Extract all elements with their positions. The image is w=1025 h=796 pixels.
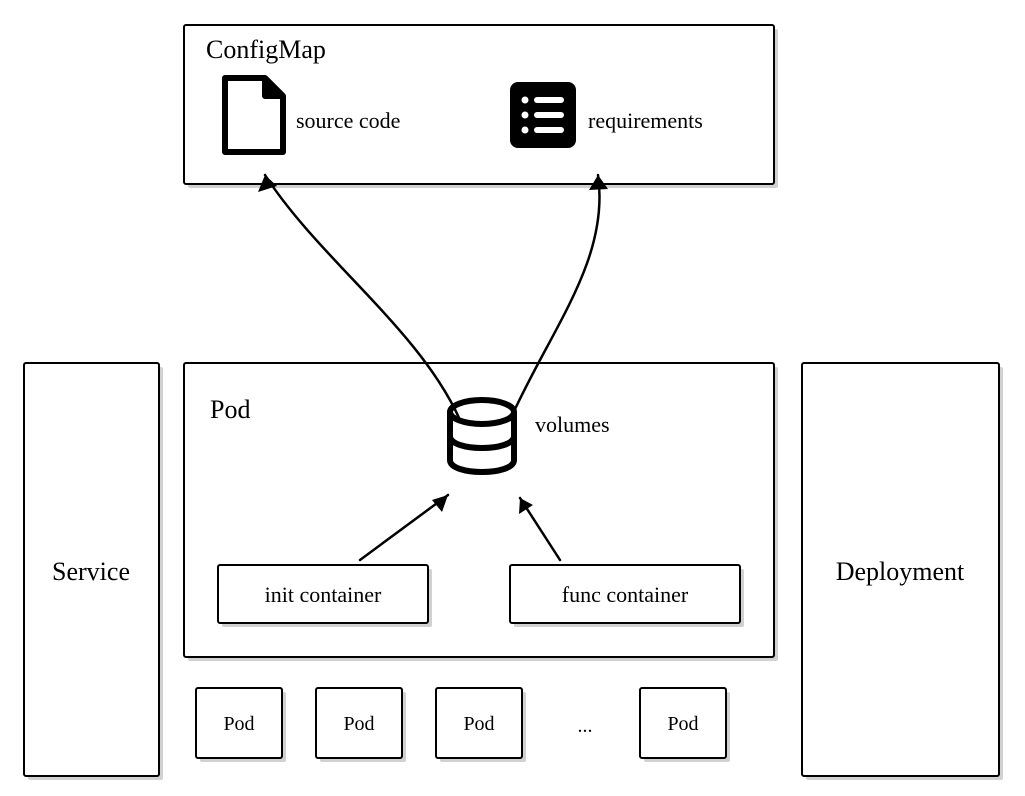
configmap-box: ConfigMap source code requirements — [184, 25, 778, 188]
pod-row-label: Pod — [667, 713, 698, 735]
pod-row-item: Pod — [196, 688, 286, 762]
func-container-label: func container — [562, 582, 689, 607]
requirements-label: requirements — [588, 108, 703, 133]
source-code-label: source code — [296, 108, 400, 133]
configmap-title: ConfigMap — [206, 35, 326, 64]
service-title: Service — [52, 557, 130, 586]
pod-row-item: Pod — [436, 688, 526, 762]
pod-row-ellipsis: ... — [578, 715, 593, 737]
list-icon — [510, 82, 576, 148]
pod-row-label: Pod — [343, 713, 374, 735]
init-container-box: init container — [218, 565, 432, 627]
volumes-label: volumes — [535, 412, 610, 437]
pod-row-label: Pod — [463, 713, 494, 735]
deployment-box: Deployment — [802, 363, 1003, 780]
init-container-label: init container — [265, 582, 382, 607]
file-icon — [225, 78, 283, 152]
pod-title: Pod — [210, 395, 250, 424]
pod-row-item: Pod — [316, 688, 406, 762]
func-container-box: func container — [510, 565, 744, 627]
pod-row-ellipsis-label: ... — [578, 715, 593, 737]
pod-row: Pod Pod Pod ... Pod — [196, 688, 730, 762]
pod-row-label: Pod — [223, 713, 254, 735]
service-box: Service — [24, 363, 163, 780]
pod-row-item: Pod — [640, 688, 730, 762]
deployment-title: Deployment — [836, 557, 965, 586]
pod-main-box: Pod volumes init container func containe… — [184, 363, 778, 661]
